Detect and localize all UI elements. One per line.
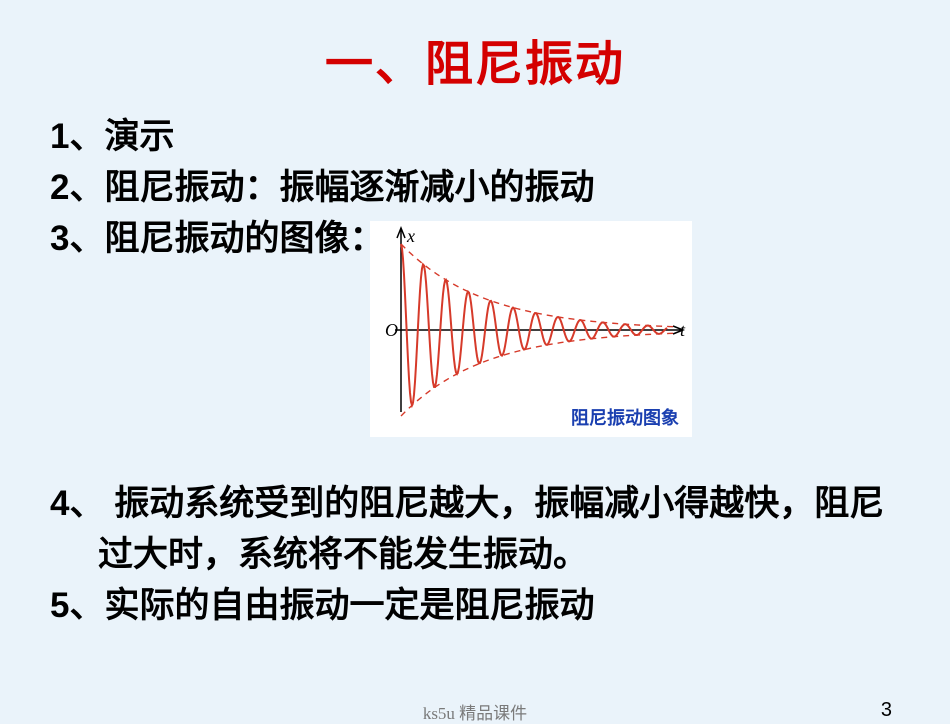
item-number: 3 [50,219,69,258]
graph-caption: 阻尼振动图象 [571,404,679,430]
footer-text: ks5u 精品课件 [423,699,527,724]
list-item-4: 4、 振动系统受到的阻尼越大，振幅减小得越快，阻尼过大时，系统将不能发生振动。 [50,479,900,581]
item-number: 2 [50,168,69,207]
item-text: 、阻尼振动的图像： [69,219,384,258]
axis-label-x: x [407,226,415,247]
item-number: 4 [50,484,69,523]
item-text: 、阻尼振动：振幅逐渐减小的振动 [69,168,594,207]
item-text: 、实际的自由振动一定是阻尼振动 [69,586,594,625]
item-text: 、 振动系统受到的阻尼越大，振幅减小得越快，阻尼过大时，系统将不能发生振动。 [69,484,884,574]
item-text: 、演示 [69,117,174,156]
damped-oscillation-graph: x t O 阻尼振动图象 [370,221,692,437]
axis-label-t: t [680,320,685,341]
slide: 一、阻尼振动 1、演示 2、阻尼振动：振幅逐渐减小的振动 3、阻尼振动的图像： … [0,0,950,713]
list-item-2: 2、阻尼振动：振幅逐渐减小的振动 [50,163,900,214]
list-item-1: 1、演示 [50,112,900,163]
page-number: 3 [881,699,892,722]
item-number: 5 [50,586,69,625]
axis-origin-label: O [385,320,398,341]
item-number: 1 [50,117,69,156]
list-item-5: 5、实际的自由振动一定是阻尼振动 [50,581,900,632]
slide-title: 一、阻尼振动 [50,24,900,94]
